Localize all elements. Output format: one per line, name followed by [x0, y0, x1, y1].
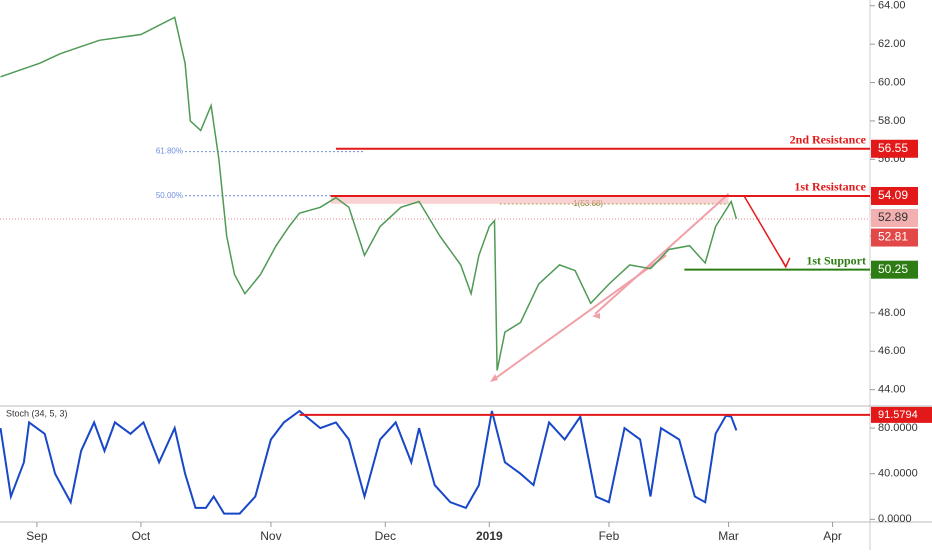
y-tick-label: 44.00	[878, 384, 906, 396]
level-tag	[871, 139, 918, 158]
fib-label: 61.80%	[156, 147, 183, 156]
level-tag	[871, 260, 918, 279]
y-tick-label: 60.00	[878, 76, 906, 88]
price-tag	[871, 228, 918, 247]
y-tick-label: 46.00	[878, 345, 906, 357]
x-tick-label: Dec	[375, 529, 396, 543]
price-tag	[871, 209, 918, 228]
stoch-tag	[871, 406, 932, 423]
trend-arrow	[594, 193, 730, 315]
x-tick-label: Oct	[132, 529, 151, 543]
forecast-arrow	[743, 195, 787, 268]
y-tick-label: 48.00	[878, 307, 906, 319]
level-value: 54.09	[878, 188, 908, 202]
y-tick-label: 40.0000	[878, 468, 918, 480]
stoch-title: Stoch (34, 5, 3)	[6, 408, 68, 418]
arrow-head	[592, 313, 600, 319]
y-tick-label: 80.0000	[878, 422, 918, 434]
level-value: 50.25	[878, 262, 908, 276]
price-tag-value: 52.81	[878, 230, 908, 244]
y-tick-label: 64.00	[878, 0, 906, 12]
forecast-arrow-head	[780, 257, 791, 269]
level-name: 2nd Resistance	[790, 133, 867, 147]
y-tick-label: 0.0000	[878, 513, 912, 525]
y-tick-label: 62.00	[878, 38, 906, 50]
x-tick-label: Nov	[260, 529, 281, 543]
level-name: 1st Support	[806, 253, 866, 267]
series-line	[0, 409, 738, 515]
level-tag	[871, 186, 918, 205]
x-tick-label: 2019	[476, 529, 503, 543]
x-tick-label: Feb	[599, 529, 620, 543]
x-tick-label: Apr	[823, 529, 842, 543]
price-tag-value: 52.89	[878, 210, 908, 224]
series-line	[0, 16, 738, 371]
x-tick-label: Mar	[718, 529, 739, 543]
fib-label: 50.00%	[156, 191, 183, 200]
level-name: 1st Resistance	[794, 180, 866, 194]
x-tick-label: Sep	[26, 529, 48, 543]
resistance-zone	[330, 195, 729, 204]
stoch-level-value: 91.5794	[878, 409, 918, 421]
level-value: 56.55	[878, 141, 908, 155]
y-tick-label: 58.00	[878, 115, 906, 127]
arrow-head	[490, 374, 498, 382]
